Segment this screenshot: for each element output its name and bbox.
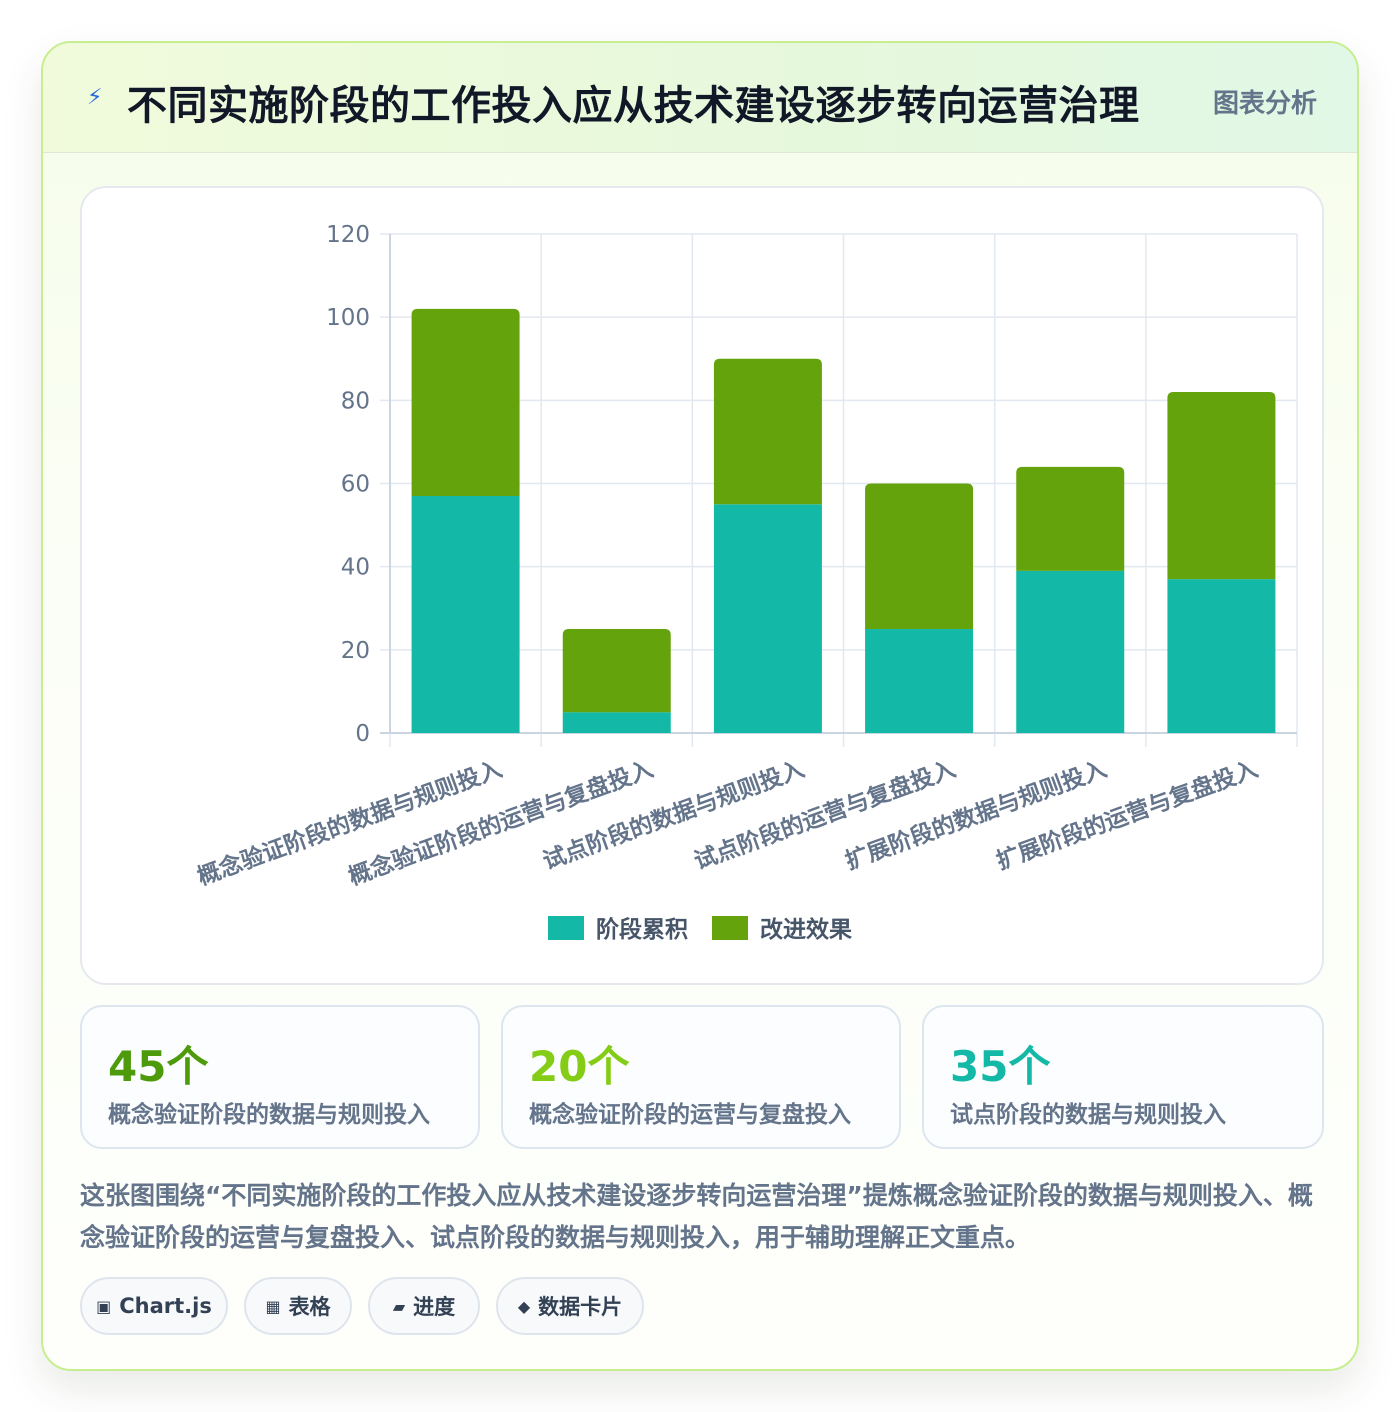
chip-label: 表格 — [288, 1295, 331, 1319]
bar-segment — [1167, 392, 1276, 580]
stat-label: 概念验证阶段的运营与复盘投入 — [529, 1102, 851, 1128]
chip-table[interactable]: ▦ 表格 — [244, 1277, 352, 1335]
y-tick-label: 80 — [341, 388, 370, 414]
bar-segment — [1167, 579, 1276, 733]
bar-segment — [562, 712, 671, 733]
stat-card-2: 20个 概念验证阶段的运营与复盘投入 — [501, 1005, 901, 1149]
chip-chartjs[interactable]: ▣ Chart.js — [80, 1277, 228, 1335]
chart-description: 这张图围绕“不同实施阶段的工作投入应从技术建设逐步转向运营治理”提炼概念验证阶段… — [80, 1181, 1313, 1252]
x-tick-label: 试点阶段的运营与复盘投入 — [691, 755, 960, 875]
stat-value: 35个 — [950, 1042, 1051, 1091]
legend-label: 改进效果 — [760, 916, 852, 943]
chart-panel: 0 20 40 60 80 100 120 概念验证阶段的数据与规则投入 概念验证阶段的运营与复… — [80, 186, 1324, 985]
legend-label: 阶段累积 — [596, 916, 688, 943]
bar-segment — [562, 629, 671, 713]
bar-segment — [713, 504, 822, 733]
grid-icon: ▦ — [265, 1296, 281, 1316]
lightning-icon: ⚡ — [87, 85, 103, 110]
stat-label: 概念验证阶段的数据与规则投入 — [108, 1102, 430, 1128]
progress-icon: ▰ — [392, 1296, 406, 1316]
chip-label: Chart.js — [119, 1294, 212, 1318]
square-icon: ▣ — [96, 1296, 112, 1316]
header-tag: 图表分析 — [1212, 89, 1317, 119]
bar-segment — [865, 483, 974, 630]
bar-segment — [411, 495, 520, 733]
bar-segment — [1016, 570, 1125, 733]
y-tick-label: 40 — [341, 555, 370, 581]
y-tick-label: 20 — [341, 638, 370, 664]
x-tick-label: 扩展阶段的运营与复盘投入 — [993, 755, 1262, 875]
card-header: ⚡ 不同实施阶段的工作投入应从技术建设逐步转向运营治理 图表分析 — [43, 43, 1357, 153]
y-tick-label: 60 — [341, 472, 370, 498]
chip-progress[interactable]: ▰ 进度 — [368, 1277, 480, 1335]
bar-segment — [713, 358, 822, 505]
page-title: 不同实施阶段的工作投入应从技术建设逐步转向运营治理 — [127, 83, 1140, 129]
chip-data-card[interactable]: ◆ 数据卡片 — [496, 1277, 644, 1335]
bar-segment — [411, 308, 520, 496]
chip-label: 进度 — [413, 1295, 456, 1319]
y-tick-label: 100 — [326, 305, 370, 331]
chip-label: 数据卡片 — [538, 1295, 623, 1319]
y-tick-label: 120 — [326, 222, 370, 248]
stat-value: 20个 — [529, 1042, 630, 1091]
stat-label: 试点阶段的数据与规则投入 — [950, 1102, 1226, 1128]
stat-card-1: 45个 概念验证阶段的数据与规则投入 — [80, 1005, 480, 1149]
legend-swatch — [548, 916, 584, 940]
bar-segment — [865, 629, 974, 733]
stat-card-3: 35个 试点阶段的数据与规则投入 — [922, 1005, 1324, 1149]
stacked-bar-chart: 020406080100120概念验证阶段的数据与规则投入概念验证阶段的运营与复… — [194, 222, 1298, 943]
y-tick-label: 0 — [355, 721, 370, 747]
x-tick-label: 扩展阶段的数据与规则投入 — [842, 755, 1111, 875]
chart-card: ⚡ 不同实施阶段的工作投入应从技术建设逐步转向运营治理 图表分析 0 20 40 60… — [41, 41, 1359, 1371]
x-tick-label: 试点阶段的数据与规则投入 — [539, 755, 808, 875]
stat-value: 45个 — [108, 1042, 209, 1091]
legend-swatch — [712, 916, 748, 940]
bar-segment — [1016, 466, 1125, 571]
diamond-icon: ◆ — [517, 1296, 531, 1316]
